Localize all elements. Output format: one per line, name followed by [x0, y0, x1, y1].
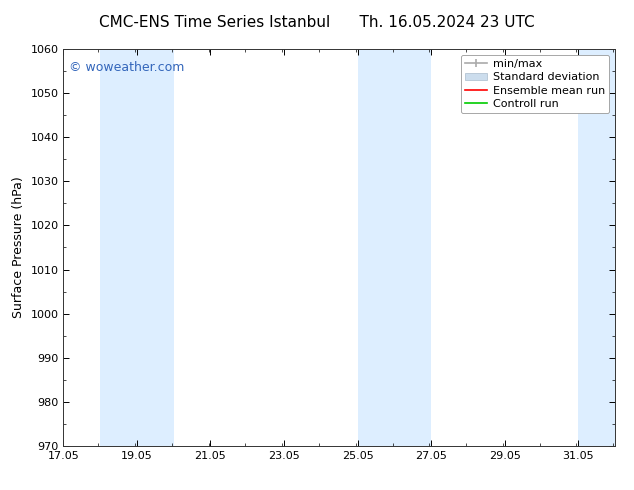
- Bar: [578, 49, 631, 446]
- Y-axis label: Surface Pressure (hPa): Surface Pressure (hPa): [12, 176, 25, 318]
- Text: © woweather.com: © woweather.com: [69, 61, 184, 74]
- Bar: [358, 49, 431, 446]
- Text: CMC-ENS Time Series Istanbul      Th. 16.05.2024 23 UTC: CMC-ENS Time Series Istanbul Th. 16.05.2…: [99, 15, 535, 30]
- Bar: [100, 49, 174, 446]
- Legend: min/max, Standard deviation, Ensemble mean run, Controll run: min/max, Standard deviation, Ensemble me…: [460, 54, 609, 114]
